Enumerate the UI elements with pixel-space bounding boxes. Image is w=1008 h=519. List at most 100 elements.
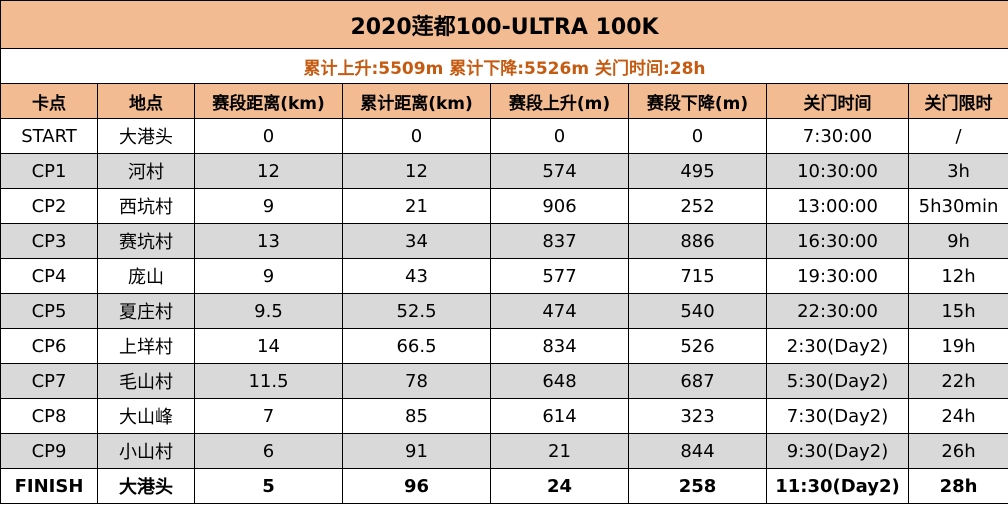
table-cell: 0 bbox=[628, 118, 767, 154]
header-row: 卡点 地点 赛段距离(km) 累计距离(km) 赛段上升(m) 赛段下降(m) … bbox=[0, 83, 1008, 119]
column-header: 赛段上升(m) bbox=[490, 83, 629, 119]
table-cell: 844 bbox=[628, 433, 767, 469]
table-cell: 19:30:00 bbox=[766, 258, 909, 294]
table-cell: CP4 bbox=[0, 258, 98, 294]
table-cell: 24h bbox=[907, 398, 1008, 434]
table-cell: 大港头 bbox=[97, 468, 195, 504]
table-row: CP4 庞山 9 43 577 715 19:30:00 12h bbox=[0, 258, 1008, 294]
table-cell: CP9 bbox=[0, 433, 98, 469]
table-subtitle: 累计上升:5509m 累计下降:5526m 关门时间:28h bbox=[0, 48, 1008, 84]
table-cell: 91 bbox=[342, 433, 491, 469]
table-row: CP1 河村 12 12 574 495 10:30:00 3h bbox=[0, 153, 1008, 189]
table-cell: 34 bbox=[342, 223, 491, 259]
table-title: 2020莲都100-ULTRA 100K bbox=[0, 0, 1008, 49]
table-cell: 886 bbox=[628, 223, 767, 259]
table-cell: 3h bbox=[907, 153, 1008, 189]
table-cell: 16:30:00 bbox=[766, 223, 909, 259]
table-cell: 323 bbox=[628, 398, 767, 434]
table-row: CP6 上垟村 14 66.5 834 526 2:30(Day2) 19h bbox=[0, 328, 1008, 364]
table-cell: CP6 bbox=[0, 328, 98, 364]
table-cell: 577 bbox=[490, 258, 629, 294]
table-cell: 66.5 bbox=[342, 328, 491, 364]
table-row: CP5 夏庄村 9.5 52.5 474 540 22:30:00 15h bbox=[0, 293, 1008, 329]
column-header: 赛段距离(km) bbox=[194, 83, 343, 119]
table-cell: 小山村 bbox=[97, 433, 195, 469]
table-cell: CP7 bbox=[0, 363, 98, 399]
table-cell: 19h bbox=[907, 328, 1008, 364]
table-cell: 5 bbox=[194, 468, 343, 504]
table-cell: CP3 bbox=[0, 223, 98, 259]
column-header: 赛段下降(m) bbox=[628, 83, 767, 119]
table-cell: 9.5 bbox=[194, 293, 343, 329]
column-header: 卡点 bbox=[0, 83, 98, 119]
table-cell: 906 bbox=[490, 188, 629, 224]
table-cell: 837 bbox=[490, 223, 629, 259]
table-cell: 9h bbox=[907, 223, 1008, 259]
table-cell: 648 bbox=[490, 363, 629, 399]
finish-row: FINISH 大港头 5 96 24 258 11:30(Day2) 28h bbox=[0, 468, 1008, 504]
table-row: CP3 赛坑村 13 34 837 886 16:30:00 9h bbox=[0, 223, 1008, 259]
table-cell: 474 bbox=[490, 293, 629, 329]
table-cell: 11:30(Day2) bbox=[766, 468, 909, 504]
table-cell: 7 bbox=[194, 398, 343, 434]
column-header: 关门限时 bbox=[907, 83, 1008, 119]
table-cell: 687 bbox=[628, 363, 767, 399]
table-cell: 河村 bbox=[97, 153, 195, 189]
table-row: CP8 大山峰 7 85 614 323 7:30(Day2) 24h bbox=[0, 398, 1008, 434]
table-cell: FINISH bbox=[0, 468, 98, 504]
table-cell: 834 bbox=[490, 328, 629, 364]
table-cell: 43 bbox=[342, 258, 491, 294]
table-cell: 85 bbox=[342, 398, 491, 434]
table-cell: 2:30(Day2) bbox=[766, 328, 909, 364]
table-cell: 夏庄村 bbox=[97, 293, 195, 329]
table-cell: 9 bbox=[194, 188, 343, 224]
table-row: CP2 西坑村 9 21 906 252 13:00:00 5h30min bbox=[0, 188, 1008, 224]
table-cell: 5h30min bbox=[907, 188, 1008, 224]
title-row: 2020莲都100-ULTRA 100K bbox=[0, 0, 1008, 49]
table-cell: 9 bbox=[194, 258, 343, 294]
table-cell: 10:30:00 bbox=[766, 153, 909, 189]
table-cell: 0 bbox=[342, 118, 491, 154]
race-schedule-table: 2020莲都100-ULTRA 100K 累计上升:5509m 累计下降:552… bbox=[0, 0, 1008, 504]
table-cell: 大山峰 bbox=[97, 398, 195, 434]
table-cell: 9:30(Day2) bbox=[766, 433, 909, 469]
table-cell: 252 bbox=[628, 188, 767, 224]
table-cell: 毛山村 bbox=[97, 363, 195, 399]
table-cell: 12h bbox=[907, 258, 1008, 294]
table-cell: 13:00:00 bbox=[766, 188, 909, 224]
table-cell: 0 bbox=[194, 118, 343, 154]
table-cell: 12 bbox=[194, 153, 343, 189]
table-cell: 上垟村 bbox=[97, 328, 195, 364]
column-header: 关门时间 bbox=[766, 83, 909, 119]
table-cell: CP8 bbox=[0, 398, 98, 434]
table-cell: 13 bbox=[194, 223, 343, 259]
table-cell: 614 bbox=[490, 398, 629, 434]
table-cell: 7:30:00 bbox=[766, 118, 909, 154]
table-cell: 11.5 bbox=[194, 363, 343, 399]
table-cell: 7:30(Day2) bbox=[766, 398, 909, 434]
table-cell: 540 bbox=[628, 293, 767, 329]
table-cell: 5:30(Day2) bbox=[766, 363, 909, 399]
table-cell: 495 bbox=[628, 153, 767, 189]
table-cell: CP1 bbox=[0, 153, 98, 189]
table-cell: 庞山 bbox=[97, 258, 195, 294]
table-cell: 26h bbox=[907, 433, 1008, 469]
subtitle-row: 累计上升:5509m 累计下降:5526m 关门时间:28h bbox=[0, 48, 1008, 84]
table-cell: 0 bbox=[490, 118, 629, 154]
table-cell: 574 bbox=[490, 153, 629, 189]
table-cell: START bbox=[0, 118, 98, 154]
table-cell: 6 bbox=[194, 433, 343, 469]
table-cell: 大港头 bbox=[97, 118, 195, 154]
table-cell: 96 bbox=[342, 468, 491, 504]
table-row: START 大港头 0 0 0 0 7:30:00/ bbox=[0, 118, 1008, 154]
table-cell: CP5 bbox=[0, 293, 98, 329]
table-cell: 14 bbox=[194, 328, 343, 364]
column-header: 累计距离(km) bbox=[342, 83, 491, 119]
table-cell: 52.5 bbox=[342, 293, 491, 329]
table-cell: / bbox=[907, 118, 1008, 154]
table-cell: 21 bbox=[490, 433, 629, 469]
table-cell: 12 bbox=[342, 153, 491, 189]
table-cell: 21 bbox=[342, 188, 491, 224]
table-row: CP7 毛山村 11.5 78 648 687 5:30(Day2) 22h bbox=[0, 363, 1008, 399]
table-cell: 258 bbox=[628, 468, 767, 504]
